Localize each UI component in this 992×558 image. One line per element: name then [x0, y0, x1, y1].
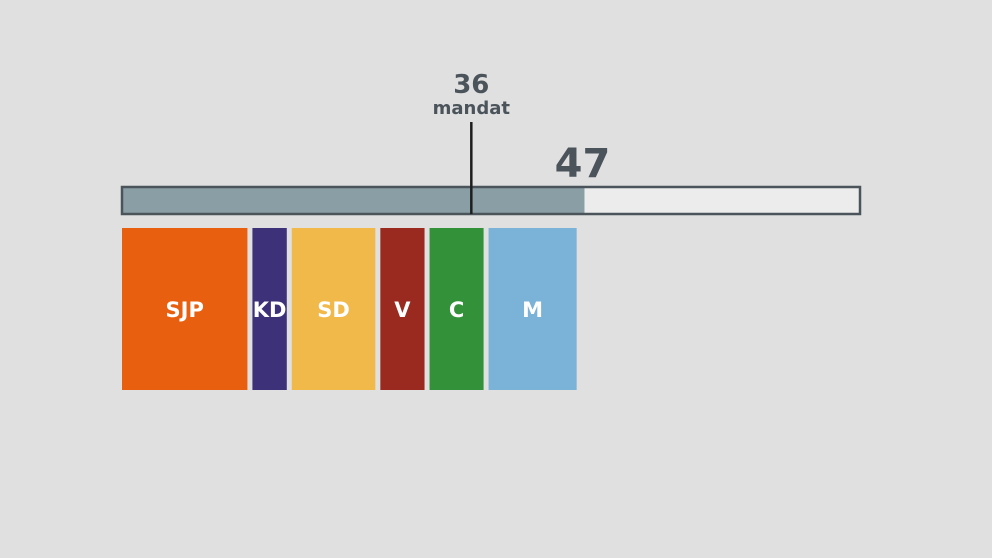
majority-number: 36 [453, 70, 489, 100]
majority-unit: mandat [433, 98, 511, 119]
party-block-sd [291, 228, 376, 390]
bar-outline [120, 185, 862, 216]
bar-fill [122, 187, 585, 214]
party-label-m: M [522, 298, 543, 322]
party-label-sjp: SJP [166, 298, 204, 322]
party-block-v [380, 228, 425, 390]
party-block-m [488, 228, 577, 390]
party-label-kd: KD [253, 298, 287, 322]
party-label-v: V [394, 298, 411, 322]
party-block-kd [252, 228, 287, 390]
party-block-sjp [122, 228, 248, 390]
party-label-sd: SD [317, 298, 350, 322]
party-label-c: C [449, 298, 464, 322]
total-seats-label: 47 [555, 141, 611, 187]
party-blocks: SJP KD SD V C M [122, 228, 577, 390]
party-block-c [429, 228, 484, 390]
